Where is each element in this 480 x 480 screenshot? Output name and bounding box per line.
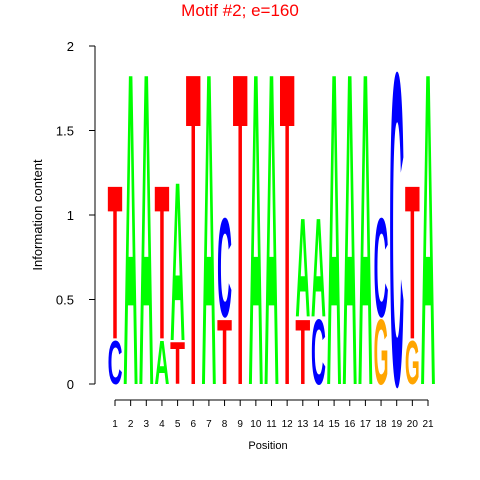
letter: A xyxy=(201,0,216,480)
x-tick-label: 17 xyxy=(360,419,372,430)
x-tick-label: 14 xyxy=(313,419,325,430)
x-tick-label: 1 xyxy=(112,419,118,430)
letter: T xyxy=(295,302,310,405)
letter: T xyxy=(108,140,123,386)
letter: A xyxy=(248,0,263,480)
letter: C xyxy=(108,328,123,398)
letter: C xyxy=(389,0,404,480)
letter: A xyxy=(327,0,342,480)
y-tick-label: 2 xyxy=(67,39,74,54)
letter: A xyxy=(264,0,279,480)
letter: C xyxy=(374,190,389,347)
letter: A xyxy=(295,190,310,347)
letter: T xyxy=(155,140,170,386)
y-tick-label: 1.5 xyxy=(56,124,74,139)
x-tick-label: 8 xyxy=(222,419,228,430)
x-tick-label: 18 xyxy=(375,419,387,430)
letter: T xyxy=(233,0,248,480)
x-tick-label: 13 xyxy=(297,419,309,430)
letter: A xyxy=(123,0,138,480)
letter: A xyxy=(155,328,170,398)
x-tick-label: 11 xyxy=(266,419,277,430)
x-tick-label: 6 xyxy=(190,419,196,430)
x-tick-label: 9 xyxy=(237,419,243,430)
letter: T xyxy=(170,329,185,397)
letter: T xyxy=(186,0,201,480)
y-tick-label: 0.5 xyxy=(56,293,74,308)
x-tick-label: 10 xyxy=(250,419,262,430)
letter: A xyxy=(358,0,373,480)
x-tick-label: 21 xyxy=(422,419,434,430)
letter: A xyxy=(342,0,357,480)
letter: C xyxy=(217,190,232,347)
x-tick-label: 3 xyxy=(144,419,150,430)
x-tick-label: 4 xyxy=(159,419,165,430)
x-tick-label: 2 xyxy=(128,419,134,430)
chart-title: Motif #2; e=160 xyxy=(181,1,299,20)
letter: A xyxy=(311,190,326,347)
letter: T xyxy=(217,302,232,405)
letter: G xyxy=(374,301,389,405)
letter: G xyxy=(405,327,420,397)
letter: A xyxy=(421,0,436,480)
y-axis-label: Information content xyxy=(30,159,45,271)
x-axis-label: Position xyxy=(248,440,287,452)
letter: T xyxy=(280,0,295,480)
x-tick-label: 15 xyxy=(329,419,341,430)
x-tick-label: 5 xyxy=(175,419,181,430)
x-tick-label: 20 xyxy=(407,419,419,430)
letter: T xyxy=(405,140,420,386)
x-tick-label: 16 xyxy=(344,419,356,430)
letter: A xyxy=(170,136,185,390)
y-tick-label: 0 xyxy=(67,377,74,392)
letter: A xyxy=(139,0,154,480)
x-tick-label: 7 xyxy=(206,419,212,430)
letter: C xyxy=(311,301,326,405)
x-tick-label: 12 xyxy=(282,419,294,430)
x-tick-label: 19 xyxy=(391,419,403,430)
y-tick-label: 1 xyxy=(67,208,74,223)
